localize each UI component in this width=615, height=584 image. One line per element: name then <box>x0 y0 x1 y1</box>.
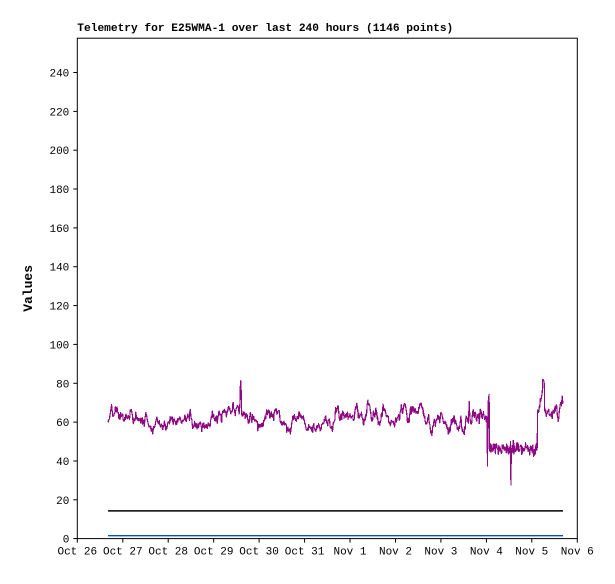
svg-text:Nov 3: Nov 3 <box>424 547 457 559</box>
svg-text:60: 60 <box>56 418 69 430</box>
svg-text:Nov 4: Nov 4 <box>470 547 503 559</box>
svg-text:40: 40 <box>56 457 69 469</box>
svg-text:Oct 30: Oct 30 <box>239 547 279 559</box>
svg-text:120: 120 <box>49 302 69 314</box>
svg-text:Oct 31: Oct 31 <box>285 547 325 559</box>
svg-text:20: 20 <box>56 496 69 508</box>
svg-text:Values: Values <box>21 265 36 312</box>
svg-text:140: 140 <box>49 263 69 275</box>
svg-text:100: 100 <box>49 340 69 352</box>
svg-text:80: 80 <box>56 379 69 391</box>
svg-text:180: 180 <box>49 185 69 197</box>
svg-text:0: 0 <box>63 535 70 547</box>
svg-text:Telemetry for E25WMA-1 over la: Telemetry for E25WMA-1 over last 240 hou… <box>77 23 453 35</box>
svg-text:Nov 1: Nov 1 <box>333 547 366 559</box>
svg-text:Oct 29: Oct 29 <box>194 547 234 559</box>
svg-text:220: 220 <box>49 107 69 119</box>
svg-text:Oct 28: Oct 28 <box>148 547 188 559</box>
svg-text:Oct 26: Oct 26 <box>57 547 97 559</box>
svg-text:240: 240 <box>49 69 69 81</box>
svg-text:160: 160 <box>49 224 69 236</box>
svg-text:Nov 2: Nov 2 <box>379 547 412 559</box>
svg-text:Nov 5: Nov 5 <box>515 547 548 559</box>
svg-text:Nov 6: Nov 6 <box>561 547 594 559</box>
svg-text:200: 200 <box>49 146 69 158</box>
svg-text:Oct 27: Oct 27 <box>103 547 143 559</box>
